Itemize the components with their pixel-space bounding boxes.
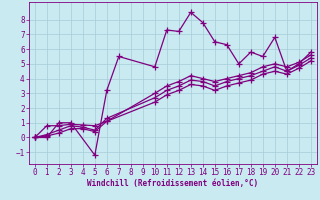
X-axis label: Windchill (Refroidissement éolien,°C): Windchill (Refroidissement éolien,°C) [87,179,258,188]
